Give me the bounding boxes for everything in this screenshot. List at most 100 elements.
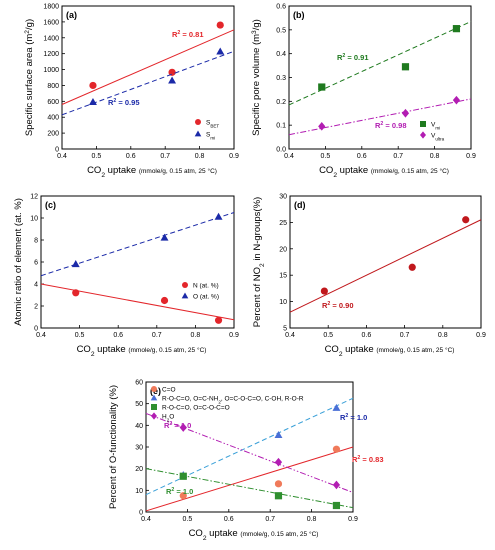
y-axis-label: Atomic ratio of element (at. %): [13, 198, 24, 326]
data-point: [179, 472, 187, 480]
data-point: [168, 68, 176, 76]
fit-line: [61, 50, 235, 116]
y-tick-label: 10: [279, 299, 287, 306]
data-point: [160, 233, 169, 241]
legend-marker: [151, 412, 157, 420]
y-tick-label: 200: [47, 131, 59, 138]
legend-marker: [151, 386, 157, 392]
legend-label: C=O: [162, 387, 176, 394]
y-tick-label: 40: [135, 423, 143, 430]
y-tick-label: 1200: [43, 51, 59, 58]
fit-line: [40, 283, 235, 321]
data-point: [160, 296, 169, 305]
y-tick-label: 5: [283, 326, 287, 333]
y-tick-label: 10: [135, 488, 143, 495]
y-tick-label: 12: [30, 194, 38, 201]
data-point: [401, 63, 410, 71]
y-tick-label: 1600: [43, 19, 59, 26]
x-tick-label: 0.4: [141, 516, 151, 523]
legend-label: Smi: [206, 132, 215, 141]
legend-label: SBET: [206, 120, 219, 129]
y-tick-label: 0: [34, 326, 38, 333]
fit-line: [61, 29, 235, 105]
fit-line: [289, 219, 482, 313]
plot-frame: [40, 195, 235, 329]
x-tick-label: 0.6: [357, 153, 367, 160]
x-tick-label: 0.5: [323, 332, 333, 339]
data-point: [179, 492, 187, 500]
data-point: [332, 445, 341, 453]
x-tick-label: 0.9: [348, 516, 358, 523]
data-point: [318, 83, 326, 91]
y-tick-label: 4: [34, 282, 38, 289]
data-point: [214, 212, 223, 220]
x-tick-label: 0.7: [152, 332, 162, 339]
x-tick-label: 0.6: [362, 332, 372, 339]
r2-label: R2 = 0.98: [375, 121, 407, 130]
data-point: [168, 76, 177, 84]
y-tick-label: 15: [279, 273, 287, 280]
y-tick-label: 0.2: [276, 99, 286, 106]
x-axis-label: CO2 uptake (mmole/g, 0.15 atm, 25 °C): [325, 344, 455, 358]
chart-panel-b: 0.4 0.5 0.6 0.7 0.8 0.9 0.0 0.1 0.2 0.3 0.4 0.5 0.6 C…: [251, 4, 476, 179]
data-point: [71, 260, 80, 268]
data-point: [452, 95, 461, 105]
y-tick-label: 800: [47, 83, 59, 90]
legend-label: Vmi: [431, 122, 440, 131]
y-tick-label: 60: [135, 380, 143, 387]
fit-line: [288, 98, 472, 136]
legend-marker: [182, 282, 188, 288]
x-tick-label: 0.9: [229, 153, 239, 160]
legend-marker: [194, 130, 202, 137]
x-axis-label: CO2 uptake (mmole/g, 0.15 atm, 25 °C): [87, 165, 217, 179]
x-tick-label: 0.7: [265, 516, 275, 523]
x-tick-label: 0.4: [285, 332, 295, 339]
x-tick-label: 0.5: [75, 332, 85, 339]
legend-label: R-O-C=O, O=C-O-C=O: [162, 405, 230, 412]
legend-label: O (at. %): [193, 294, 219, 301]
x-tick-label: 0.9: [466, 153, 476, 160]
y-tick-label: 20: [135, 466, 143, 473]
data-point: [216, 21, 224, 29]
x-tick-label: 0.6: [113, 332, 123, 339]
fit-line: [40, 212, 235, 277]
r2-label: R2 = 0.95: [108, 98, 140, 107]
x-tick-label: 0.5: [321, 153, 331, 160]
panel-label: (a): [66, 10, 77, 20]
chart-panel-c: 0.4 0.5 0.6 0.7 0.8 0.9 0 2 4 6 8 10 12 CO2 uptake (m…: [13, 194, 239, 358]
fit-line: [145, 412, 354, 493]
data-point: [274, 457, 283, 467]
y-tick-label: 1000: [43, 67, 59, 74]
data-point: [274, 492, 283, 500]
y-tick-label: 600: [47, 99, 59, 106]
y-tick-label: 0: [139, 510, 143, 517]
legend-marker: [420, 131, 426, 139]
y-tick-label: 1800: [43, 4, 59, 11]
x-tick-label: 0.7: [160, 153, 170, 160]
x-tick-label: 0.9: [229, 332, 239, 339]
x-tick-label: 0.6: [224, 516, 234, 523]
r2-label: R2 = 0.83: [352, 455, 384, 464]
data-point: [216, 47, 225, 55]
data-point: [179, 423, 187, 432]
r2-label: R2 = 0.91: [337, 53, 369, 62]
legend-marker: [151, 404, 157, 410]
x-tick-label: 0.6: [126, 153, 136, 160]
fit-line: [145, 446, 354, 512]
fit-line: [145, 397, 354, 496]
r2-label: R2 = 1.0: [164, 421, 191, 430]
legend-label: Vultra: [431, 133, 445, 142]
chart-panel-a: 0.4 0.5 0.6 0.7 0.8 0.9 0 200 400 600 800 1000 1200 1…: [24, 4, 239, 179]
r2-label: R2 = 0.90: [322, 301, 354, 310]
data-point: [332, 403, 341, 411]
chart-panel-d: 0.4 0.5 0.6 0.7 0.8 0.9 5 10 15 20 25 30 CO2 uptake …: [252, 194, 486, 358]
y-tick-label: 400: [47, 115, 59, 122]
y-tick-label: 2: [34, 304, 38, 311]
x-tick-label: 0.5: [92, 153, 102, 160]
data-point: [72, 289, 80, 297]
data-point: [89, 97, 97, 106]
y-tick-label: 6: [34, 260, 38, 267]
y-tick-label: 25: [279, 220, 287, 227]
panel-label: (c): [45, 200, 56, 210]
